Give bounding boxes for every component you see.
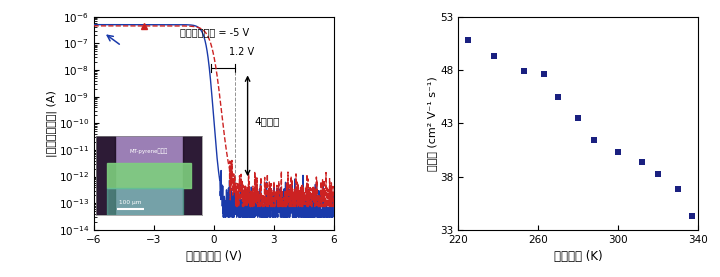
Text: 1.2 V: 1.2 V [228, 47, 253, 57]
X-axis label: ゲート電圧 (V): ゲート電圧 (V) [186, 250, 242, 263]
Y-axis label: 移動度 (cm² V⁻¹ s⁻¹): 移動度 (cm² V⁻¹ s⁻¹) [428, 76, 438, 171]
X-axis label: 測定温度 (K): 測定温度 (K) [554, 250, 603, 263]
Text: ドレイン電圧 = -5 V: ドレイン電圧 = -5 V [180, 27, 249, 37]
Text: 4桁上昇: 4桁上昇 [255, 116, 280, 126]
Y-axis label: |ドレイン電流| (A): |ドレイン電流| (A) [47, 90, 57, 157]
